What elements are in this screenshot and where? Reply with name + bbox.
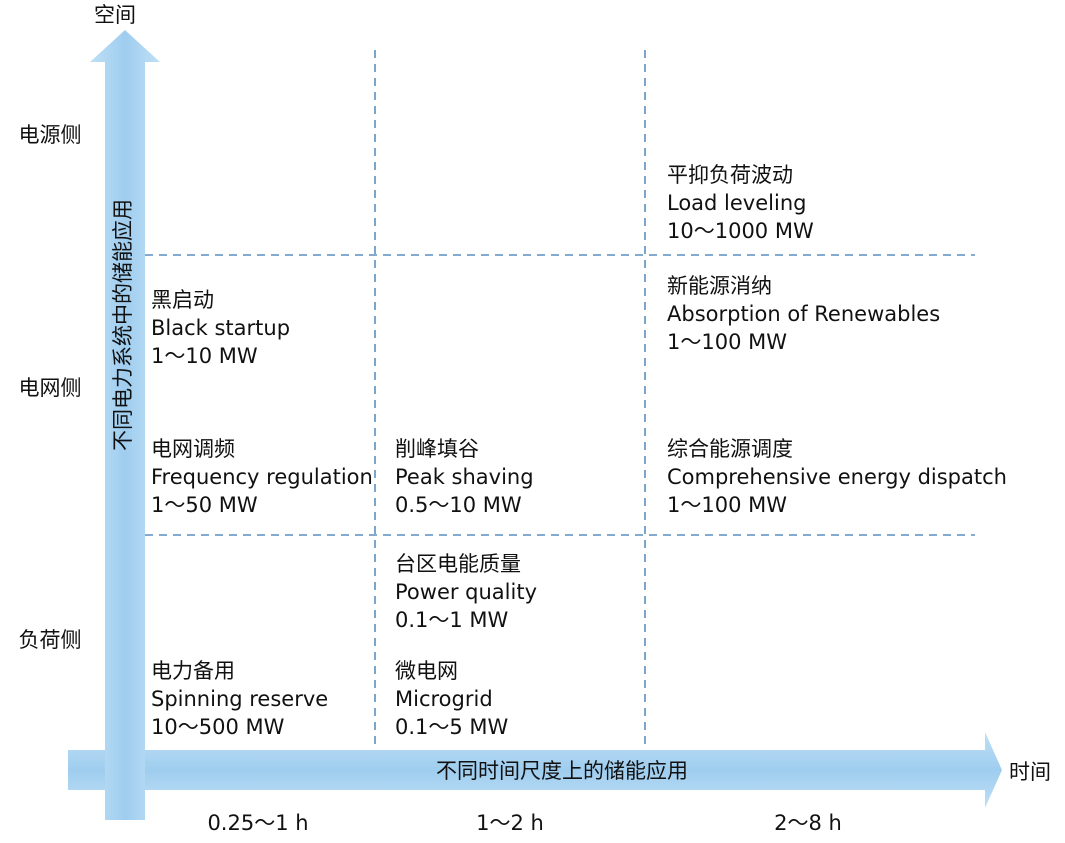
cell-title: 综合能源调度 bbox=[667, 437, 793, 461]
cell-label: Load leveling bbox=[667, 191, 806, 215]
cell-title: 平抑负荷波动 bbox=[667, 163, 793, 187]
cell-title: 台区电能质量 bbox=[395, 552, 521, 576]
cell-title: 黑启动 bbox=[151, 288, 214, 312]
x-level: 1～2 h bbox=[476, 811, 544, 835]
y-level: 负荷侧 bbox=[19, 628, 82, 652]
cell-range: 1～100 MW bbox=[667, 330, 787, 354]
cell-label: Power quality bbox=[395, 580, 537, 604]
cell-label: Spinning reserve bbox=[151, 687, 328, 711]
y-arrow-label: 不同电力系统中的储能应用 bbox=[111, 199, 135, 451]
cell-range: 10～500 MW bbox=[151, 715, 285, 739]
y-axis-title: 空间 bbox=[94, 3, 136, 27]
cell-title: 电力备用 bbox=[151, 659, 235, 683]
space-arrow bbox=[90, 30, 160, 820]
time-arrow bbox=[68, 732, 1002, 808]
cell-range: 1～10 MW bbox=[151, 344, 258, 368]
cell-range: 0.1～1 MW bbox=[395, 608, 509, 632]
cell-title: 电网调频 bbox=[151, 437, 235, 461]
cell-range: 1～100 MW bbox=[667, 493, 787, 517]
x-level: 0.25～1 h bbox=[207, 811, 308, 835]
x-axis-title: 时间 bbox=[1009, 760, 1051, 784]
cell-label: Microgrid bbox=[395, 687, 493, 711]
cell-range: 10～1000 MW bbox=[667, 219, 814, 243]
cell-title: 微电网 bbox=[395, 659, 458, 683]
cell-range: 1～50 MW bbox=[151, 493, 258, 517]
cell-range: 0.1～5 MW bbox=[395, 715, 509, 739]
cell-label: Frequency regulation bbox=[151, 465, 373, 489]
cell-title: 新能源消纳 bbox=[667, 274, 772, 298]
cell-title: 削峰填谷 bbox=[395, 437, 479, 461]
cell-label: Absorption of Renewables bbox=[667, 302, 940, 326]
x-level: 2～8 h bbox=[774, 811, 842, 835]
x-arrow-label: 不同时间尺度上的储能应用 bbox=[436, 759, 688, 783]
cell-label: Comprehensive energy dispatch bbox=[667, 465, 1007, 489]
cell-range: 0.5～10 MW bbox=[395, 493, 522, 517]
y-level: 电网侧 bbox=[19, 376, 82, 400]
cell-label: Black startup bbox=[151, 316, 290, 340]
cell-label: Peak shaving bbox=[395, 465, 534, 489]
y-level: 电源侧 bbox=[19, 123, 82, 147]
